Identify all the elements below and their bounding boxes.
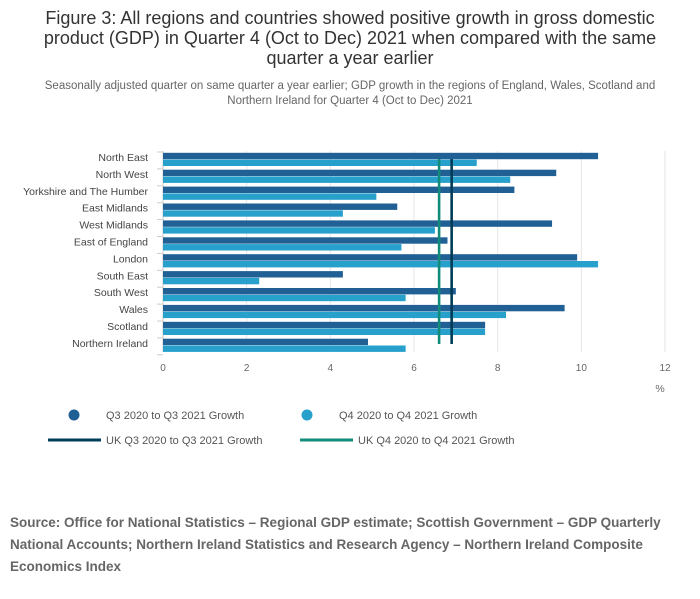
legend-q3-marker bbox=[68, 409, 80, 421]
bar-q4-east-of-england bbox=[163, 244, 402, 251]
category-label-wales: Wales bbox=[119, 304, 148, 316]
category-label-london: London bbox=[113, 253, 148, 265]
bar-q4-london bbox=[163, 261, 599, 268]
x-tick-label: 12 bbox=[659, 363, 671, 374]
bar-q4-scotland bbox=[163, 328, 486, 335]
bar-q3-northern-ireland bbox=[163, 338, 368, 346]
category-label-south-east: South East bbox=[97, 270, 148, 282]
chart-subtitle: Seasonally adjusted quarter on same quar… bbox=[44, 80, 656, 107]
bar-q3-london bbox=[163, 254, 578, 261]
bar-q3-south-west bbox=[163, 288, 456, 295]
bar-q4-yorkshire-and-the-humber bbox=[163, 193, 377, 200]
chart-title: Figure 3: All regions and countries show… bbox=[43, 8, 657, 68]
legend-q3-label: Q3 2020 to Q3 2021 Growth bbox=[106, 410, 244, 422]
bar-q3-east-of-england bbox=[163, 237, 448, 244]
gdp-growth-bar-chart: 0 2 4 6 8 10 12% North East North West Yorkshire … bbox=[23, 151, 671, 447]
category-label-north-west: North West bbox=[96, 169, 148, 181]
legend-uk-q3-label: UK Q3 2020 to Q3 2021 Growth bbox=[106, 435, 263, 447]
bar-q4-east-midlands bbox=[163, 210, 343, 217]
bar-q3-south-east bbox=[163, 271, 343, 278]
x-tick-label: 8 bbox=[495, 363, 501, 374]
category-label-east-midlands: East Midlands bbox=[82, 203, 148, 215]
bar-q3-scotland bbox=[163, 321, 486, 329]
legend-q4-label: Q4 2020 to Q4 2021 Growth bbox=[339, 410, 477, 422]
category-label-east-of-england: East of England bbox=[74, 237, 148, 249]
x-tick-label: 10 bbox=[576, 363, 588, 374]
legend-q4-marker bbox=[301, 409, 313, 421]
x-tick-label: 2 bbox=[244, 363, 250, 374]
bar-q3-yorkshire-and-the-humber bbox=[163, 186, 515, 193]
category-label-west-midlands: West Midlands bbox=[79, 220, 148, 232]
bar-q3-west-midlands bbox=[163, 220, 553, 227]
bar-q3-east-midlands bbox=[163, 203, 398, 210]
category-label-north-east: North East bbox=[98, 152, 148, 164]
bar-q4-north-east bbox=[163, 159, 477, 166]
bar-q4-north-west bbox=[163, 176, 511, 183]
bar-q4-south-west bbox=[163, 294, 406, 302]
category-label-northern-ireland: Northern Ireland bbox=[72, 338, 148, 350]
bar-q4-wales bbox=[163, 311, 507, 319]
bar-q3-wales bbox=[163, 304, 565, 312]
x-axis-label: % bbox=[655, 383, 664, 395]
bar-q4-west-midlands bbox=[163, 227, 435, 234]
bar-q3-north-west bbox=[163, 169, 557, 177]
x-tick-label: 6 bbox=[411, 363, 417, 374]
bar-q4-northern-ireland bbox=[163, 345, 406, 352]
bar-q3-north-east bbox=[163, 152, 599, 160]
bar-q4-south-east bbox=[163, 277, 260, 285]
category-label-south-west: South West bbox=[94, 287, 148, 299]
category-label-scotland: Scotland bbox=[107, 321, 148, 333]
x-tick-label: 4 bbox=[328, 363, 334, 374]
source-note: Source: Office for National Statistics –… bbox=[10, 515, 661, 574]
category-label-yorkshire-and-the-humber: Yorkshire and The Humber bbox=[23, 186, 148, 198]
x-tick-label: 0 bbox=[160, 363, 166, 374]
legend-uk-q4-label: UK Q4 2020 to Q4 2021 Growth bbox=[358, 435, 515, 447]
